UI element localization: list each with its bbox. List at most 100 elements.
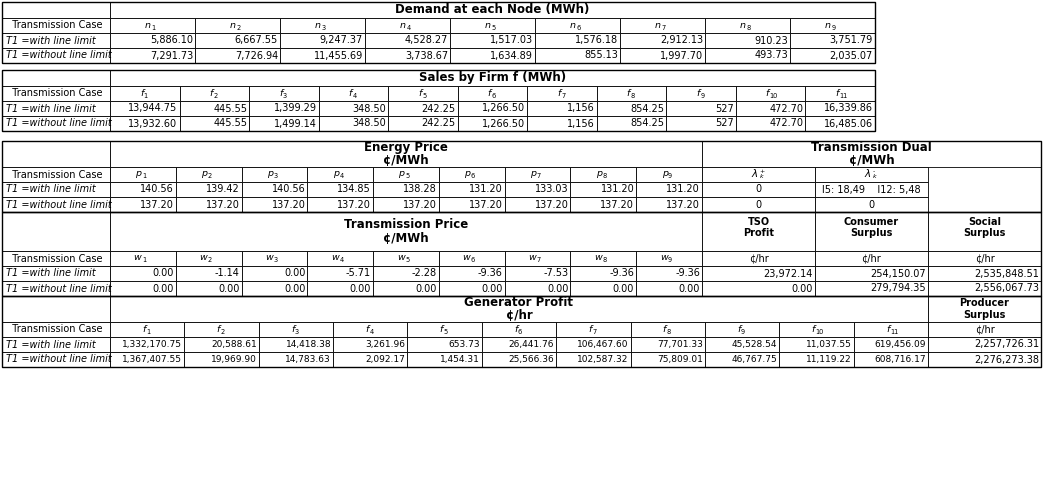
Bar [705,322,779,337]
Text: -9.36: -9.36 [478,268,503,278]
Text: ¢/hr: ¢/hr [749,254,769,264]
Text: ¢/MWh: ¢/MWh [849,154,894,167]
Bar [373,266,439,281]
Bar [110,296,928,322]
Text: -: - [873,169,875,174]
Bar [179,101,249,116]
Bar [2,141,110,167]
Text: 4: 4 [369,328,373,334]
Bar [505,281,571,296]
Text: 0: 0 [755,184,761,194]
Bar [505,266,571,281]
Text: l5: 18,49    l12: 5,48: l5: 18,49 l12: 5,48 [822,184,921,194]
Text: 45,528.54: 45,528.54 [732,340,777,349]
Bar [2,212,1041,296]
Text: 5: 5 [443,328,447,334]
Bar [535,33,620,48]
Bar [259,322,333,337]
Text: 131.20: 131.20 [666,184,700,194]
Bar [2,281,110,296]
Text: 4: 4 [353,92,357,98]
Text: T1 =without line limit: T1 =without line limit [6,284,112,294]
Bar [2,266,110,281]
Text: 9: 9 [669,174,673,180]
Text: 138.28: 138.28 [404,184,437,194]
Bar [388,86,458,101]
Text: 1,517.03: 1,517.03 [490,36,533,46]
Text: λ: λ [751,169,757,179]
Text: 348.50: 348.50 [353,118,386,128]
Bar [853,352,928,367]
Bar [528,116,597,131]
Bar [805,101,875,116]
Bar [179,116,249,131]
Text: 13,932.60: 13,932.60 [128,118,177,128]
Bar [176,281,242,296]
Text: 106,467.60: 106,467.60 [577,340,629,349]
Text: f: f [142,324,146,334]
Bar [373,251,439,266]
Bar [185,337,259,352]
Text: 137.20: 137.20 [468,200,503,209]
Text: Transmission Case: Transmission Case [6,324,102,334]
Text: 11,455.69: 11,455.69 [314,50,363,60]
Bar [928,337,1041,352]
Bar [815,251,928,266]
Bar [110,251,176,266]
Bar [110,197,176,212]
Bar [815,167,928,182]
Bar [666,116,736,131]
Bar [185,322,259,337]
Text: w: w [265,254,273,262]
Text: f: f [210,88,213,98]
Bar [365,33,450,48]
Bar [439,182,505,197]
Bar [702,266,815,281]
Text: T1 =with line limit: T1 =with line limit [6,36,96,46]
Text: 472.70: 472.70 [770,118,803,128]
Text: Consumer: Consumer [844,217,899,227]
Text: T1 =with line limit: T1 =with line limit [6,340,96,349]
Bar [528,101,597,116]
Bar [2,48,110,63]
Text: w: w [529,254,536,262]
Bar [408,322,482,337]
Text: Generator Profit: Generator Profit [464,296,574,309]
Bar [815,266,928,281]
Text: 6: 6 [470,174,475,180]
Text: Surplus: Surplus [964,310,1005,320]
Text: 1,266.50: 1,266.50 [482,104,526,114]
Bar [705,48,790,63]
Bar [110,2,875,18]
Text: p: p [267,170,273,178]
Text: 2,092.17: 2,092.17 [366,355,406,364]
Bar [620,18,705,33]
Text: 1: 1 [142,258,146,264]
Bar [736,86,805,101]
Bar [308,281,373,296]
Bar [280,33,365,48]
Text: 279,794.35: 279,794.35 [870,284,926,294]
Bar [373,167,439,182]
Text: 2,535,848.51: 2,535,848.51 [974,268,1039,278]
Text: n: n [401,20,406,30]
Text: f: f [835,88,839,98]
Bar [110,337,185,352]
Bar [439,197,505,212]
Text: Energy Price: Energy Price [364,141,447,154]
Text: 11: 11 [840,92,848,98]
Text: n: n [145,20,151,30]
Text: 1,576.18: 1,576.18 [575,36,618,46]
Text: 8: 8 [747,24,751,30]
Text: 527: 527 [715,118,734,128]
Bar [450,18,535,33]
Text: T1 =with line limit: T1 =with line limit [6,184,96,194]
Text: n: n [571,20,576,30]
Text: 2,556,067.73: 2,556,067.73 [974,284,1039,294]
Bar [439,251,505,266]
Text: 619,456.09: 619,456.09 [874,340,926,349]
Text: n: n [485,20,491,30]
Bar [790,33,875,48]
Text: Transmission Dual: Transmission Dual [811,141,931,154]
Text: 26,441.76: 26,441.76 [509,340,554,349]
